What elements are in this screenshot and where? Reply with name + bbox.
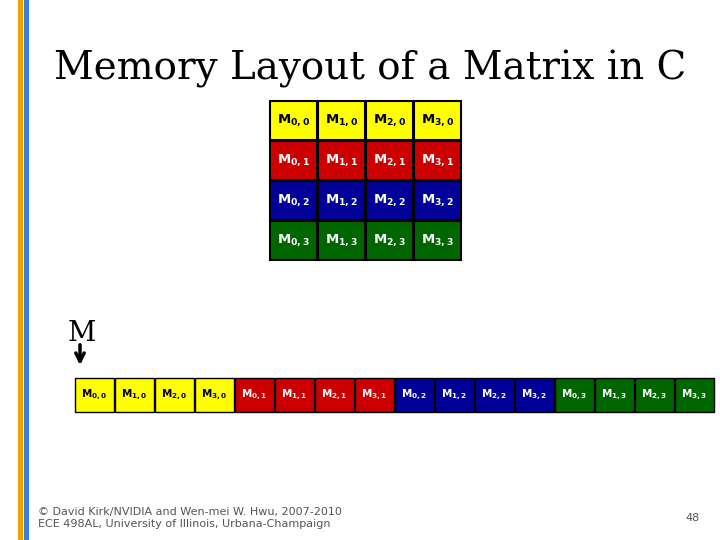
Bar xyxy=(414,181,461,220)
Bar xyxy=(24,0,29,540)
Text: $\mathbf{M_{0,3}}$: $\mathbf{M_{0,3}}$ xyxy=(277,233,310,248)
Bar xyxy=(675,378,714,412)
Bar xyxy=(270,101,317,140)
Text: $\mathbf{M_{3,0}}$: $\mathbf{M_{3,0}}$ xyxy=(202,388,228,402)
Text: $\mathbf{M_{0,0}}$: $\mathbf{M_{0,0}}$ xyxy=(277,113,310,129)
Bar xyxy=(115,378,154,412)
Bar xyxy=(318,141,365,180)
Bar xyxy=(355,378,394,412)
Bar xyxy=(555,378,594,412)
Text: $\mathbf{M_{1,1}}$: $\mathbf{M_{1,1}}$ xyxy=(282,388,307,402)
Bar xyxy=(366,221,413,260)
Bar xyxy=(366,141,413,180)
Bar xyxy=(635,378,674,412)
Text: Memory Layout of a Matrix in C: Memory Layout of a Matrix in C xyxy=(54,50,686,88)
Text: $\mathbf{M_{1,2}}$: $\mathbf{M_{1,2}}$ xyxy=(441,388,467,402)
Text: $\mathbf{M_{1,0}}$: $\mathbf{M_{1,0}}$ xyxy=(122,388,148,402)
Text: $\mathbf{M_{3,2}}$: $\mathbf{M_{3,2}}$ xyxy=(421,193,454,208)
Text: $\mathbf{M_{2,3}}$: $\mathbf{M_{2,3}}$ xyxy=(373,233,406,248)
Text: M: M xyxy=(68,320,96,347)
Text: $\mathbf{M_{2,2}}$: $\mathbf{M_{2,2}}$ xyxy=(482,388,508,402)
Text: $\mathbf{M_{0,0}}$: $\mathbf{M_{0,0}}$ xyxy=(81,388,108,402)
Text: $\mathbf{M_{2,2}}$: $\mathbf{M_{2,2}}$ xyxy=(373,193,406,208)
Text: $\mathbf{M_{1,3}}$: $\mathbf{M_{1,3}}$ xyxy=(601,388,628,402)
Text: $\mathbf{M_{2,1}}$: $\mathbf{M_{2,1}}$ xyxy=(373,153,406,168)
Bar xyxy=(275,378,314,412)
Text: $\mathbf{M_{2,0}}$: $\mathbf{M_{2,0}}$ xyxy=(161,388,188,402)
Bar xyxy=(270,181,317,220)
Text: $\mathbf{M_{2,1}}$: $\mathbf{M_{2,1}}$ xyxy=(321,388,348,402)
Text: $\mathbf{M_{1,1}}$: $\mathbf{M_{1,1}}$ xyxy=(325,153,358,168)
Text: $\mathbf{M_{1,2}}$: $\mathbf{M_{1,2}}$ xyxy=(325,193,358,208)
Text: © David Kirk/NVIDIA and Wen-mei W. Hwu, 2007-2010
ECE 498AL, University of Illin: © David Kirk/NVIDIA and Wen-mei W. Hwu, … xyxy=(38,507,342,529)
Bar xyxy=(75,378,114,412)
Text: 48: 48 xyxy=(685,513,700,523)
Text: $\mathbf{M_{3,1}}$: $\mathbf{M_{3,1}}$ xyxy=(421,153,454,168)
Bar xyxy=(18,0,23,540)
Text: $\mathbf{M_{0,1}}$: $\mathbf{M_{0,1}}$ xyxy=(277,153,310,168)
Text: $\mathbf{M_{3,1}}$: $\mathbf{M_{3,1}}$ xyxy=(361,388,387,402)
Text: $\mathbf{M_{1,0}}$: $\mathbf{M_{1,0}}$ xyxy=(325,113,358,129)
Bar xyxy=(155,378,194,412)
Text: $\mathbf{M_{0,2}}$: $\mathbf{M_{0,2}}$ xyxy=(402,388,428,402)
Text: $\mathbf{M_{3,3}}$: $\mathbf{M_{3,3}}$ xyxy=(421,233,454,248)
Bar xyxy=(414,141,461,180)
Text: $\mathbf{M_{2,3}}$: $\mathbf{M_{2,3}}$ xyxy=(642,388,667,402)
Bar xyxy=(195,378,234,412)
Bar xyxy=(395,378,434,412)
Text: $\mathbf{M_{0,2}}$: $\mathbf{M_{0,2}}$ xyxy=(277,193,310,208)
Bar xyxy=(318,101,365,140)
Text: $\mathbf{M_{3,2}}$: $\mathbf{M_{3,2}}$ xyxy=(521,388,547,402)
Bar xyxy=(595,378,634,412)
Bar xyxy=(475,378,514,412)
Text: $\mathbf{M_{1,3}}$: $\mathbf{M_{1,3}}$ xyxy=(325,233,358,248)
Bar xyxy=(315,378,354,412)
Bar xyxy=(366,101,413,140)
Bar xyxy=(235,378,274,412)
Bar xyxy=(435,378,474,412)
Bar xyxy=(270,221,317,260)
Text: $\mathbf{M_{3,0}}$: $\mathbf{M_{3,0}}$ xyxy=(421,113,454,129)
Bar xyxy=(366,181,413,220)
Text: $\mathbf{M_{3,3}}$: $\mathbf{M_{3,3}}$ xyxy=(681,388,708,402)
Bar xyxy=(414,221,461,260)
Text: $\mathbf{M_{2,0}}$: $\mathbf{M_{2,0}}$ xyxy=(373,113,406,129)
Text: $\mathbf{M_{0,1}}$: $\mathbf{M_{0,1}}$ xyxy=(241,388,268,402)
Bar xyxy=(515,378,554,412)
Bar xyxy=(414,101,461,140)
Text: $\mathbf{M_{0,3}}$: $\mathbf{M_{0,3}}$ xyxy=(562,388,588,402)
Bar xyxy=(318,181,365,220)
Bar xyxy=(270,141,317,180)
Bar xyxy=(318,221,365,260)
